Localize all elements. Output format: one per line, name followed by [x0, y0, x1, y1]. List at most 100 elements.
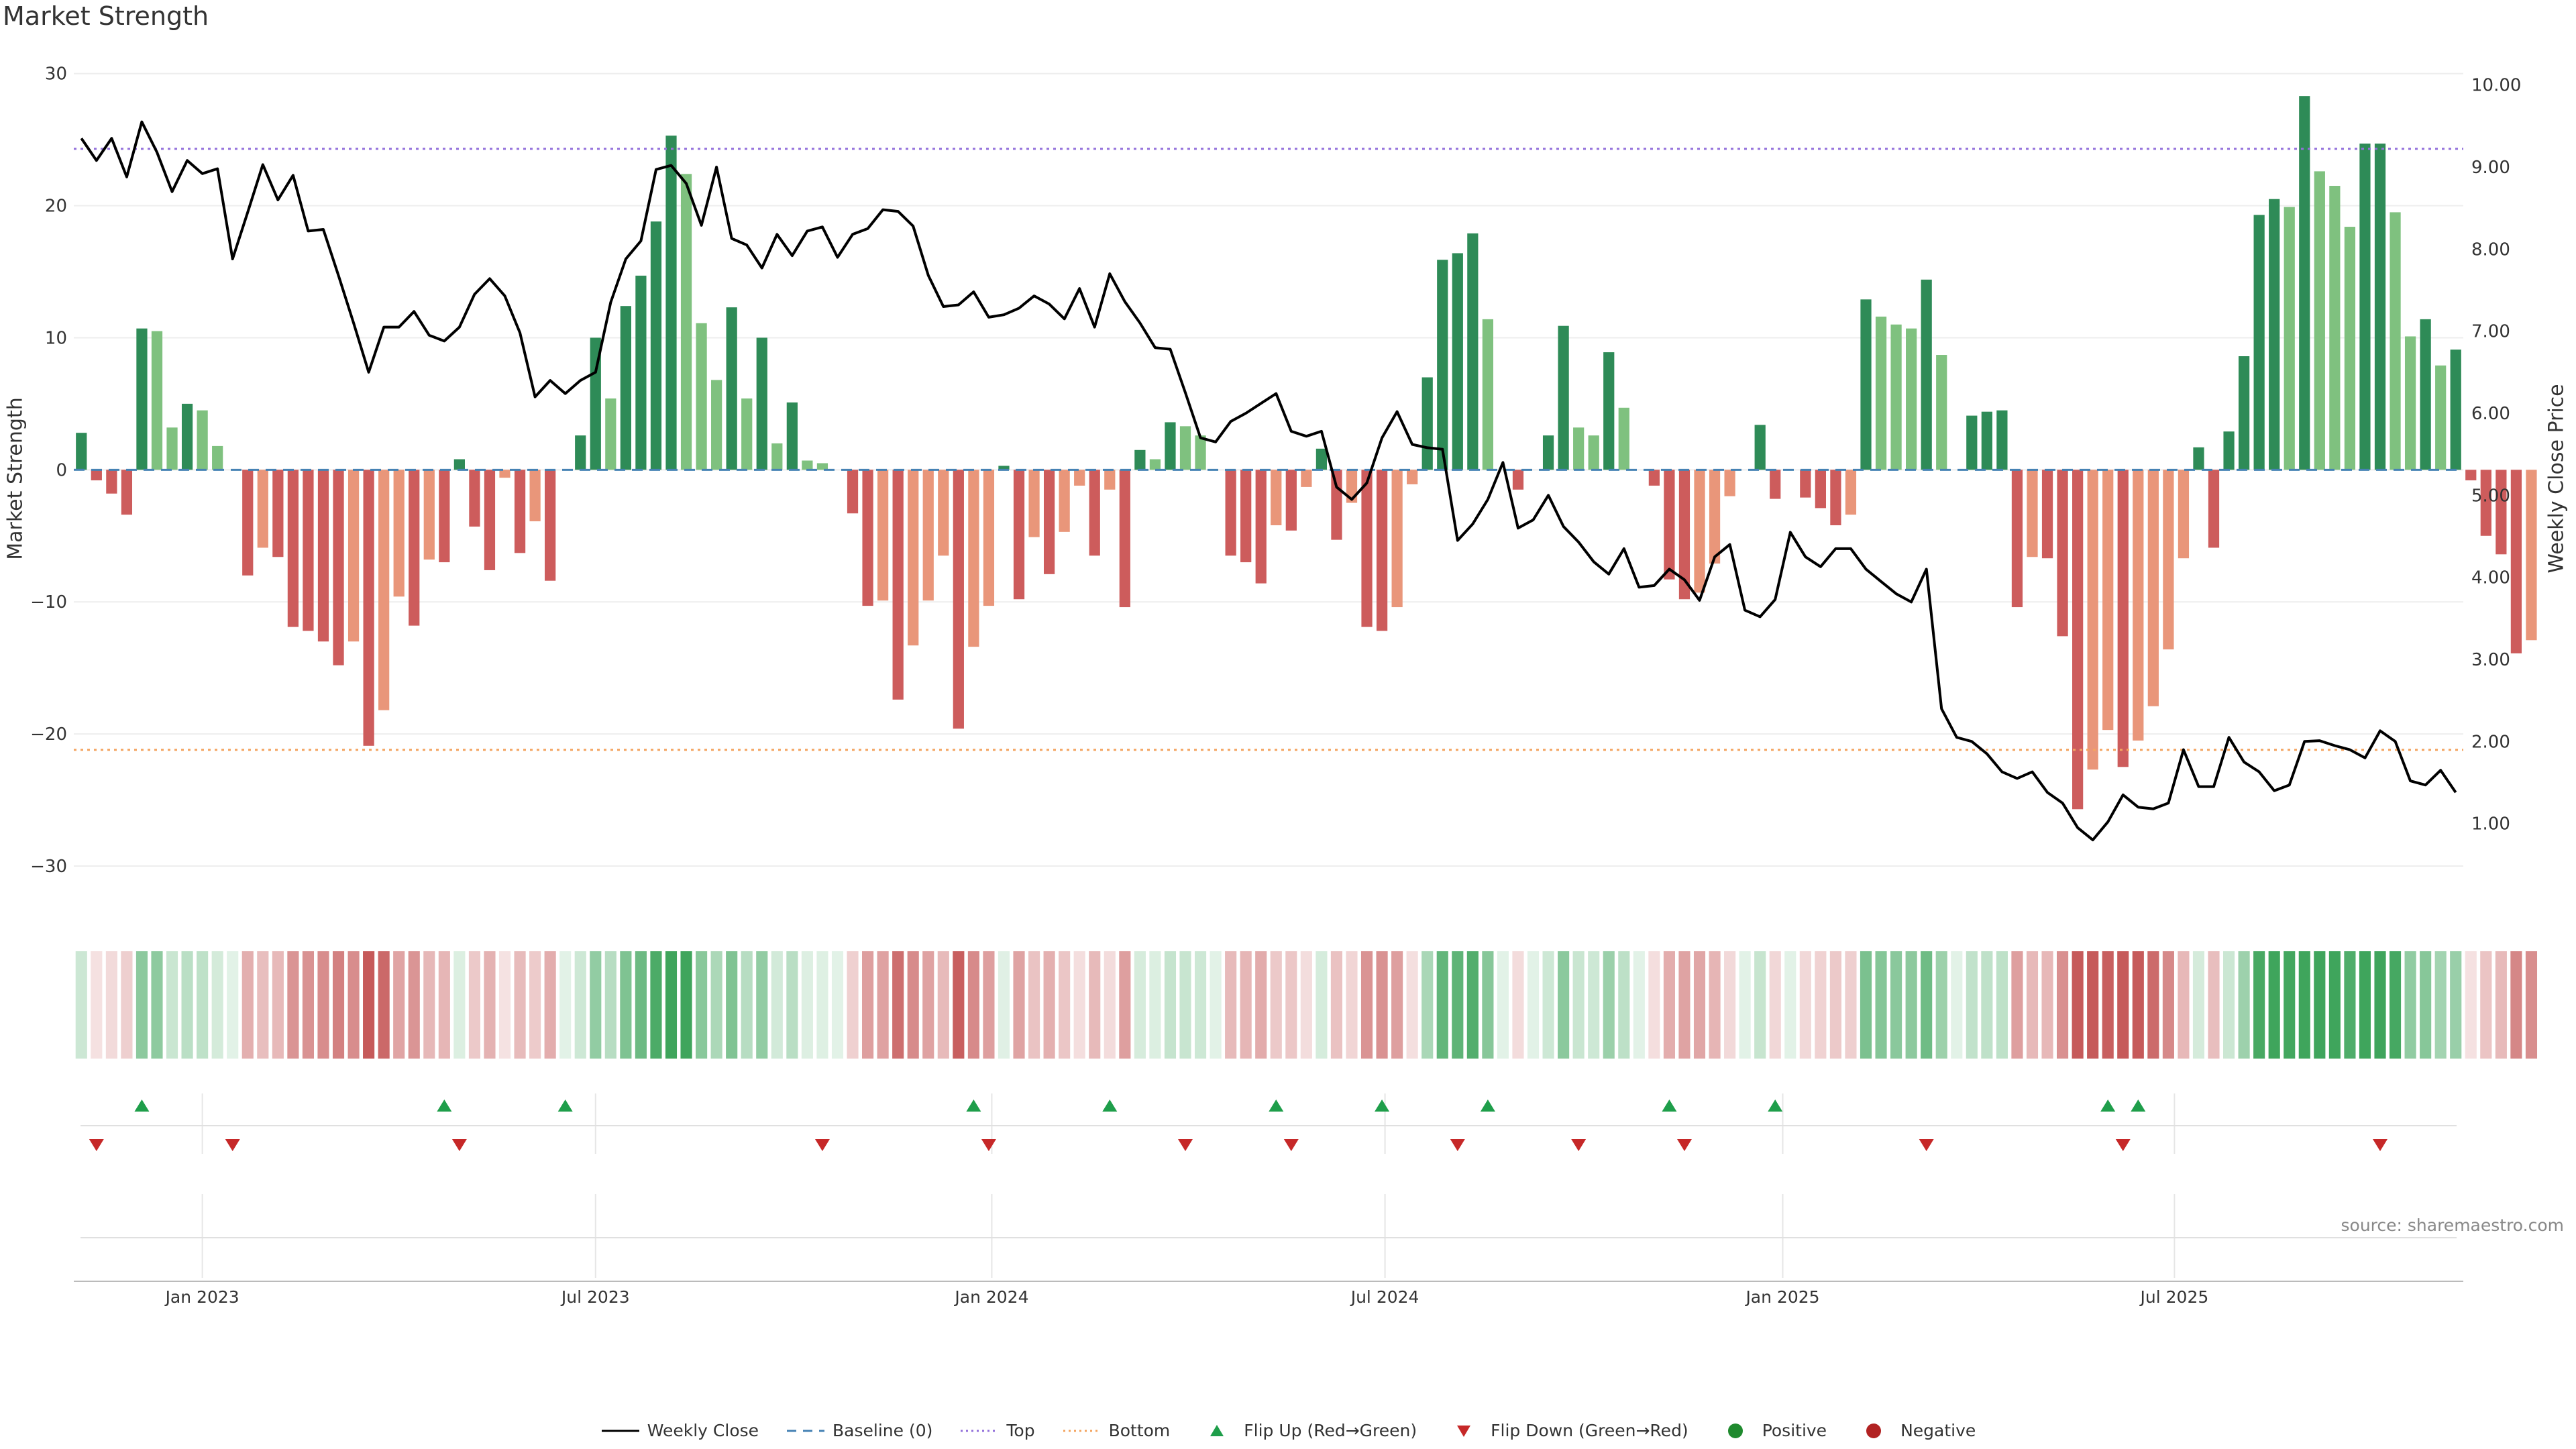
strength-bar	[786, 402, 798, 470]
strength-bar	[2314, 171, 2325, 470]
strength-bar	[1285, 470, 1297, 531]
heat-band-cell	[1210, 951, 1222, 1059]
heat-band-cell	[272, 951, 284, 1059]
heat-band-cell	[1240, 951, 1252, 1059]
strength-bar	[2284, 207, 2295, 470]
heat-band-cell	[2192, 951, 2205, 1059]
strength-bar	[2133, 470, 2144, 741]
strength-bar	[166, 427, 178, 470]
strength-bar	[756, 337, 767, 470]
strength-bar	[2208, 470, 2220, 548]
y2-tick-label: 8.00	[2471, 239, 2510, 260]
strength-bar	[696, 323, 707, 470]
heat-band-cell	[393, 951, 405, 1059]
heat-band-cell	[2374, 951, 2386, 1059]
strength-bar	[76, 433, 87, 470]
strength-bar	[2359, 144, 2371, 470]
heat-band-cell	[2268, 951, 2280, 1059]
heat-band-cell	[953, 951, 965, 1059]
heat-band-cell	[2328, 951, 2341, 1059]
heat-band-cell	[1043, 951, 1055, 1059]
strength-bar	[2435, 365, 2447, 470]
heat-band-cell	[862, 951, 874, 1059]
flip-down-marker	[1571, 1139, 1587, 1151]
heat-band-cell	[151, 951, 163, 1059]
y-tick-label: 10	[45, 328, 67, 348]
heat-band-cell	[1769, 951, 1781, 1059]
heat-band-cell	[1013, 951, 1025, 1059]
strength-bar	[121, 470, 133, 515]
triangle-up-icon	[1210, 1424, 1224, 1436]
strength-bar	[1149, 459, 1161, 470]
y-tick-label: 30	[45, 64, 67, 85]
strength-bar	[2496, 470, 2507, 555]
heat-band-cell	[1255, 951, 1267, 1059]
weekly-close-series	[80, 120, 2457, 842]
heat-band-cell	[1285, 951, 1297, 1059]
strength-bar	[847, 470, 859, 514]
strength-bar	[1648, 470, 1660, 486]
heat-band-cell	[1875, 951, 1887, 1059]
y2-tick-label: 1.00	[2471, 814, 2510, 835]
heat-band-cell	[2510, 951, 2522, 1059]
heat-band-cell	[998, 951, 1010, 1059]
strength-bar	[2480, 470, 2491, 536]
strength-bar	[1437, 260, 1448, 470]
strength-bar	[1028, 470, 1040, 537]
heat-band-cell	[1194, 951, 1207, 1059]
strength-bar	[1331, 470, 1342, 540]
strength-bar	[575, 435, 586, 470]
page-title: Market Strength	[3, 1, 209, 31]
strength-bar	[1179, 426, 1191, 470]
strength-bar	[423, 470, 435, 560]
strength-bar	[1316, 448, 1328, 470]
axes: 30 20 10 0 −10 −20 −30 10.00 9.00 8.00 7.00 6.00 5.0…	[30, 64, 2521, 1307]
y2-tick-label: 3.00	[2471, 650, 2510, 670]
strength-bar	[2420, 319, 2431, 470]
heat-band-cell	[2026, 951, 2039, 1059]
heat-band-cell	[741, 951, 753, 1059]
heat-band-cell	[257, 951, 269, 1059]
circle-icon	[1727, 1423, 1743, 1438]
strength-bar	[272, 470, 284, 557]
heat-band-cell	[287, 951, 299, 1059]
y2-tick-label: 4.00	[2471, 568, 2510, 588]
heat-band-cell	[726, 951, 738, 1059]
heat-band-cell	[2222, 951, 2235, 1059]
heat-band-cell	[2072, 951, 2084, 1059]
heat-band-cell	[620, 951, 632, 1059]
strength-bar	[257, 470, 268, 548]
heat-band-cell	[2208, 951, 2220, 1059]
heat-band-cell	[665, 951, 678, 1059]
heat-band-cell	[2298, 951, 2310, 1059]
legend-item: Weekly Close	[600, 1421, 759, 1440]
y2-tick-label: 9.00	[2471, 158, 2510, 178]
strength-bar	[665, 136, 677, 470]
heat-band-cell	[710, 951, 722, 1059]
strength-bar	[1921, 279, 1932, 470]
y-tick-label: 20	[45, 197, 67, 217]
heat-band-cell	[2087, 951, 2099, 1059]
strength-bar	[529, 470, 541, 522]
strength-bar	[1074, 470, 1085, 486]
heat-band-cell	[2041, 951, 2053, 1059]
dash-line-icon	[787, 1430, 825, 1432]
heat-band-cell	[1225, 951, 1237, 1059]
strength-bar	[2072, 470, 2084, 810]
strength-bar	[2374, 144, 2386, 470]
strength-bar	[2299, 96, 2310, 470]
heat-band-cell	[2162, 951, 2174, 1059]
strength-bar	[1361, 470, 1373, 627]
strength-bar	[409, 470, 420, 626]
heat-band-cell	[1996, 951, 2008, 1059]
y-tick-label: 0	[56, 460, 67, 480]
strength-bar	[136, 328, 148, 470]
strength-bar	[771, 443, 783, 470]
heat-band-cell	[680, 951, 692, 1059]
heat-band-cell	[121, 951, 133, 1059]
strength-bar	[484, 470, 496, 570]
heat-band-cell	[2117, 951, 2129, 1059]
heat-band-cell	[650, 951, 662, 1059]
flip-down-marker	[1178, 1139, 1193, 1151]
heat-band-cell	[1966, 951, 1978, 1059]
